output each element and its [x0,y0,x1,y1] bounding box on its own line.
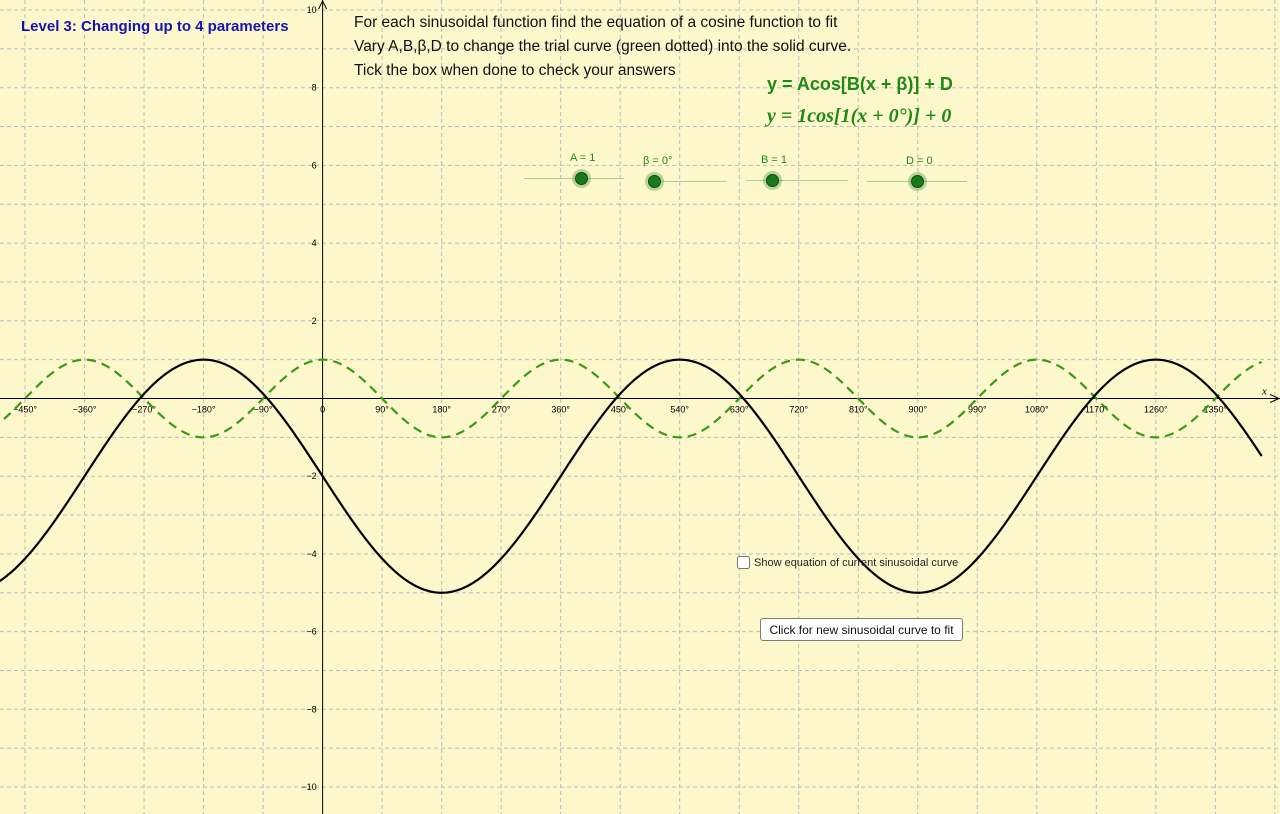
x-tick-label: −360° [73,405,97,415]
slider-a-label: A = 1 [570,152,596,164]
x-axis-arrow [1269,394,1280,403]
y-tick-label: −10 [301,782,316,792]
y-tick-label: −6 [306,627,316,637]
x-tick-label: 990° [968,405,987,415]
x-tick-label: 360° [551,405,570,415]
x-tick-label: 1350° [1204,405,1228,415]
trial-curve [0,358,1263,439]
y-tick-label: 8 [312,83,317,93]
slider-b-handle[interactable] [766,174,779,187]
x-tick-label: −270° [132,405,156,415]
x-tick-label: 1170° [1085,405,1108,415]
general-equation: y = Acos[B(x + β)] + D [767,74,953,94]
x-tick-label: 630° [730,405,749,415]
y-tick-label: −8 [306,704,316,714]
slider-beta-label: β = 0° [643,155,673,167]
y-tick-label: 10 [307,5,317,15]
current-trial-equation: y = 1cos[1(x + 0°)] + 0 [767,105,952,127]
x-tick-label: 0 [320,405,325,415]
x-tick-label: 450° [611,405,630,415]
slider-b-track[interactable] [746,180,848,181]
x-tick-label: 900° [908,405,927,415]
x-tick-label: 1260° [1144,405,1168,415]
y-tick-label: 4 [312,238,317,248]
x-tick-label: 540° [670,405,689,415]
x-tick-label: 90° [375,405,389,415]
show-equation-label: Show equation of current sinusoidal curv… [754,556,959,569]
x-tick-label: 180° [432,405,451,415]
y-tick-label: −2 [306,471,316,481]
y-axis-arrow [318,0,328,10]
show-equation-toggle[interactable]: Show equation of current sinusoidal curv… [737,556,958,569]
x-tick-label: 1080° [1025,405,1049,415]
slider-a-track[interactable] [524,178,624,179]
show-equation-checkbox[interactable] [737,556,750,569]
x-tick-label: 270° [492,405,511,415]
instruction-line-3: Tick the box when done to check your ans… [354,62,676,79]
slider-beta-track[interactable] [648,181,726,182]
slider-a-handle[interactable] [575,172,588,185]
x-tick-label: −450° [13,405,37,415]
slider-d-label: D = 0 [906,155,933,167]
slider-beta-handle[interactable] [648,175,661,188]
instruction-line-1: For each sinusoidal function find the eq… [354,14,838,31]
y-tick-label: −4 [306,549,316,559]
x-axis-label: x [1261,386,1267,398]
slider-b-label: B = 1 [761,154,787,166]
y-tick-label: 6 [312,160,317,170]
level-title: Level 3: Changing up to 4 parameters [21,18,289,35]
target-curve [0,358,1263,594]
slider-d-handle[interactable] [911,175,924,188]
new-curve-button[interactable]: Click for new sinusoidal curve to fit [760,618,963,641]
y-tick-label: 2 [312,316,317,326]
x-tick-label: −90° [254,405,273,415]
instruction-line-2: Vary A,B,β,D to change the trial curve (… [354,38,852,55]
x-tick-label: 810° [849,405,868,415]
x-tick-label: 720° [789,405,808,415]
x-tick-label: −180° [192,405,216,415]
